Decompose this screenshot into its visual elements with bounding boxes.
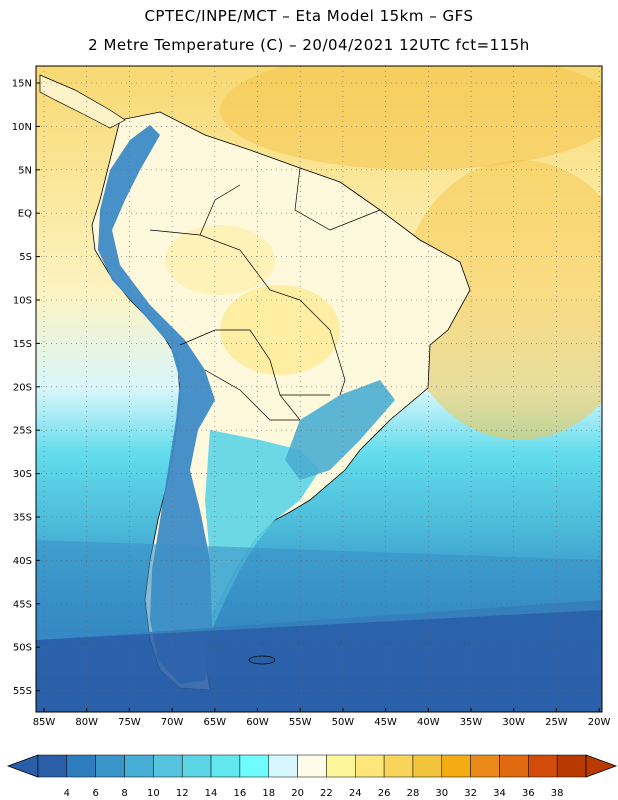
lon-label: 55W	[289, 717, 312, 728]
colorbar-label: 36	[522, 788, 535, 799]
lon-label: 60W	[246, 717, 269, 728]
colorbar-label: 30	[435, 788, 448, 799]
lat-label: 15S	[13, 339, 32, 350]
colorbar-label: 24	[349, 788, 362, 799]
colorbar-segment	[37, 754, 68, 778]
temperature-field	[36, 66, 602, 712]
lon-label: 75W	[118, 717, 141, 728]
lon-label: 40W	[417, 717, 440, 728]
colorbar-low-arrow	[6, 754, 39, 778]
colorbar-segment	[383, 754, 414, 778]
lon-label: 30W	[502, 717, 525, 728]
colorbar-label: 4	[64, 788, 70, 799]
lat-label: 10S	[13, 296, 32, 307]
colorbar-segment	[441, 754, 471, 778]
andes-cold-region	[98, 125, 215, 684]
colorbar-segment	[66, 754, 96, 778]
lon-label: 35W	[460, 717, 483, 728]
colorbar-label: 18	[262, 788, 275, 799]
longitude-labels: 85W 80W 75W 70W 65W 60W 55W 50W 45W 40W 35W 30W 25W 2…	[33, 708, 611, 728]
colorbar-label: 14	[205, 788, 218, 799]
latitude-labels: 15N 10N 5N EQ 5S 10S 15S 20S 25S 30S 35S 40S 45S 50S 5…	[12, 79, 40, 697]
colorbar-label: 10	[147, 788, 160, 799]
colorbar-label: 6	[92, 788, 98, 799]
lat-label: 55S	[13, 686, 32, 697]
colorbar-label: 16	[234, 788, 247, 799]
lat-label: 5N	[18, 165, 32, 176]
lat-label: EQ	[18, 209, 32, 220]
lat-label: 5S	[19, 252, 32, 263]
lon-label: 85W	[33, 717, 56, 728]
colorbar-label: 8	[121, 788, 127, 799]
lon-label: 20W	[588, 717, 611, 728]
colorbar-segment	[355, 754, 385, 778]
colorbar-segment	[210, 754, 241, 778]
lon-label: 45W	[374, 717, 397, 728]
lon-label: 70W	[161, 717, 184, 728]
lat-label: 10N	[12, 122, 32, 133]
lat-label: 45S	[13, 599, 32, 610]
colorbar-segment	[268, 754, 298, 778]
colorbar-label: 34	[493, 788, 506, 799]
colorbar-label: 22	[320, 788, 333, 799]
lon-label: 80W	[75, 717, 98, 728]
colorbar-label: 12	[176, 788, 189, 799]
colorbar-segment	[326, 754, 356, 778]
map-title-line-1: CPTEC/INPE/MCT – Eta Model 15km – GFS	[144, 7, 474, 25]
colorbar-segment	[239, 754, 269, 778]
colorbar-segment	[556, 754, 587, 778]
colorbar-segment	[124, 754, 154, 778]
colorbar-segment	[528, 754, 558, 778]
lat-label: 35S	[13, 513, 32, 524]
lon-label: 25W	[545, 717, 568, 728]
country-borders	[149, 167, 381, 421]
colorbar-segment	[297, 754, 327, 778]
colorbar: 4 6 8 10 12 14 16 18 20 22 24 26 28 30 32 34 36 38	[6, 754, 618, 799]
colorbar-segment	[499, 754, 529, 778]
lon-label: 65W	[203, 717, 226, 728]
southeast-brazil-cool-region	[285, 380, 395, 480]
colorbar-label: 20	[291, 788, 304, 799]
lat-label: 50S	[13, 643, 32, 654]
lat-label: 25S	[13, 426, 32, 437]
map-frame	[35, 65, 603, 713]
colorbar-label: 38	[551, 788, 564, 799]
colorbar-segment	[470, 754, 500, 778]
lat-label: 40S	[13, 556, 32, 567]
colorbar-label: 26	[378, 788, 391, 799]
lat-label: 30S	[13, 469, 32, 480]
lat-label: 15N	[12, 79, 32, 90]
colorbar-segment	[153, 754, 183, 778]
colorbar-high-arrow	[585, 754, 618, 778]
colorbar-label: 28	[407, 788, 420, 799]
colorbar-segment	[95, 754, 125, 778]
map-title-line-2: 2 Metre Temperature (C) – 20/04/2021 12U…	[88, 36, 530, 54]
colorbar-label: 32	[464, 788, 477, 799]
colorbar-segment	[412, 754, 443, 778]
falklands-island	[248, 655, 276, 665]
colorbar-segment	[181, 754, 212, 778]
lon-label: 50W	[332, 717, 355, 728]
lat-label: 20S	[13, 382, 32, 393]
